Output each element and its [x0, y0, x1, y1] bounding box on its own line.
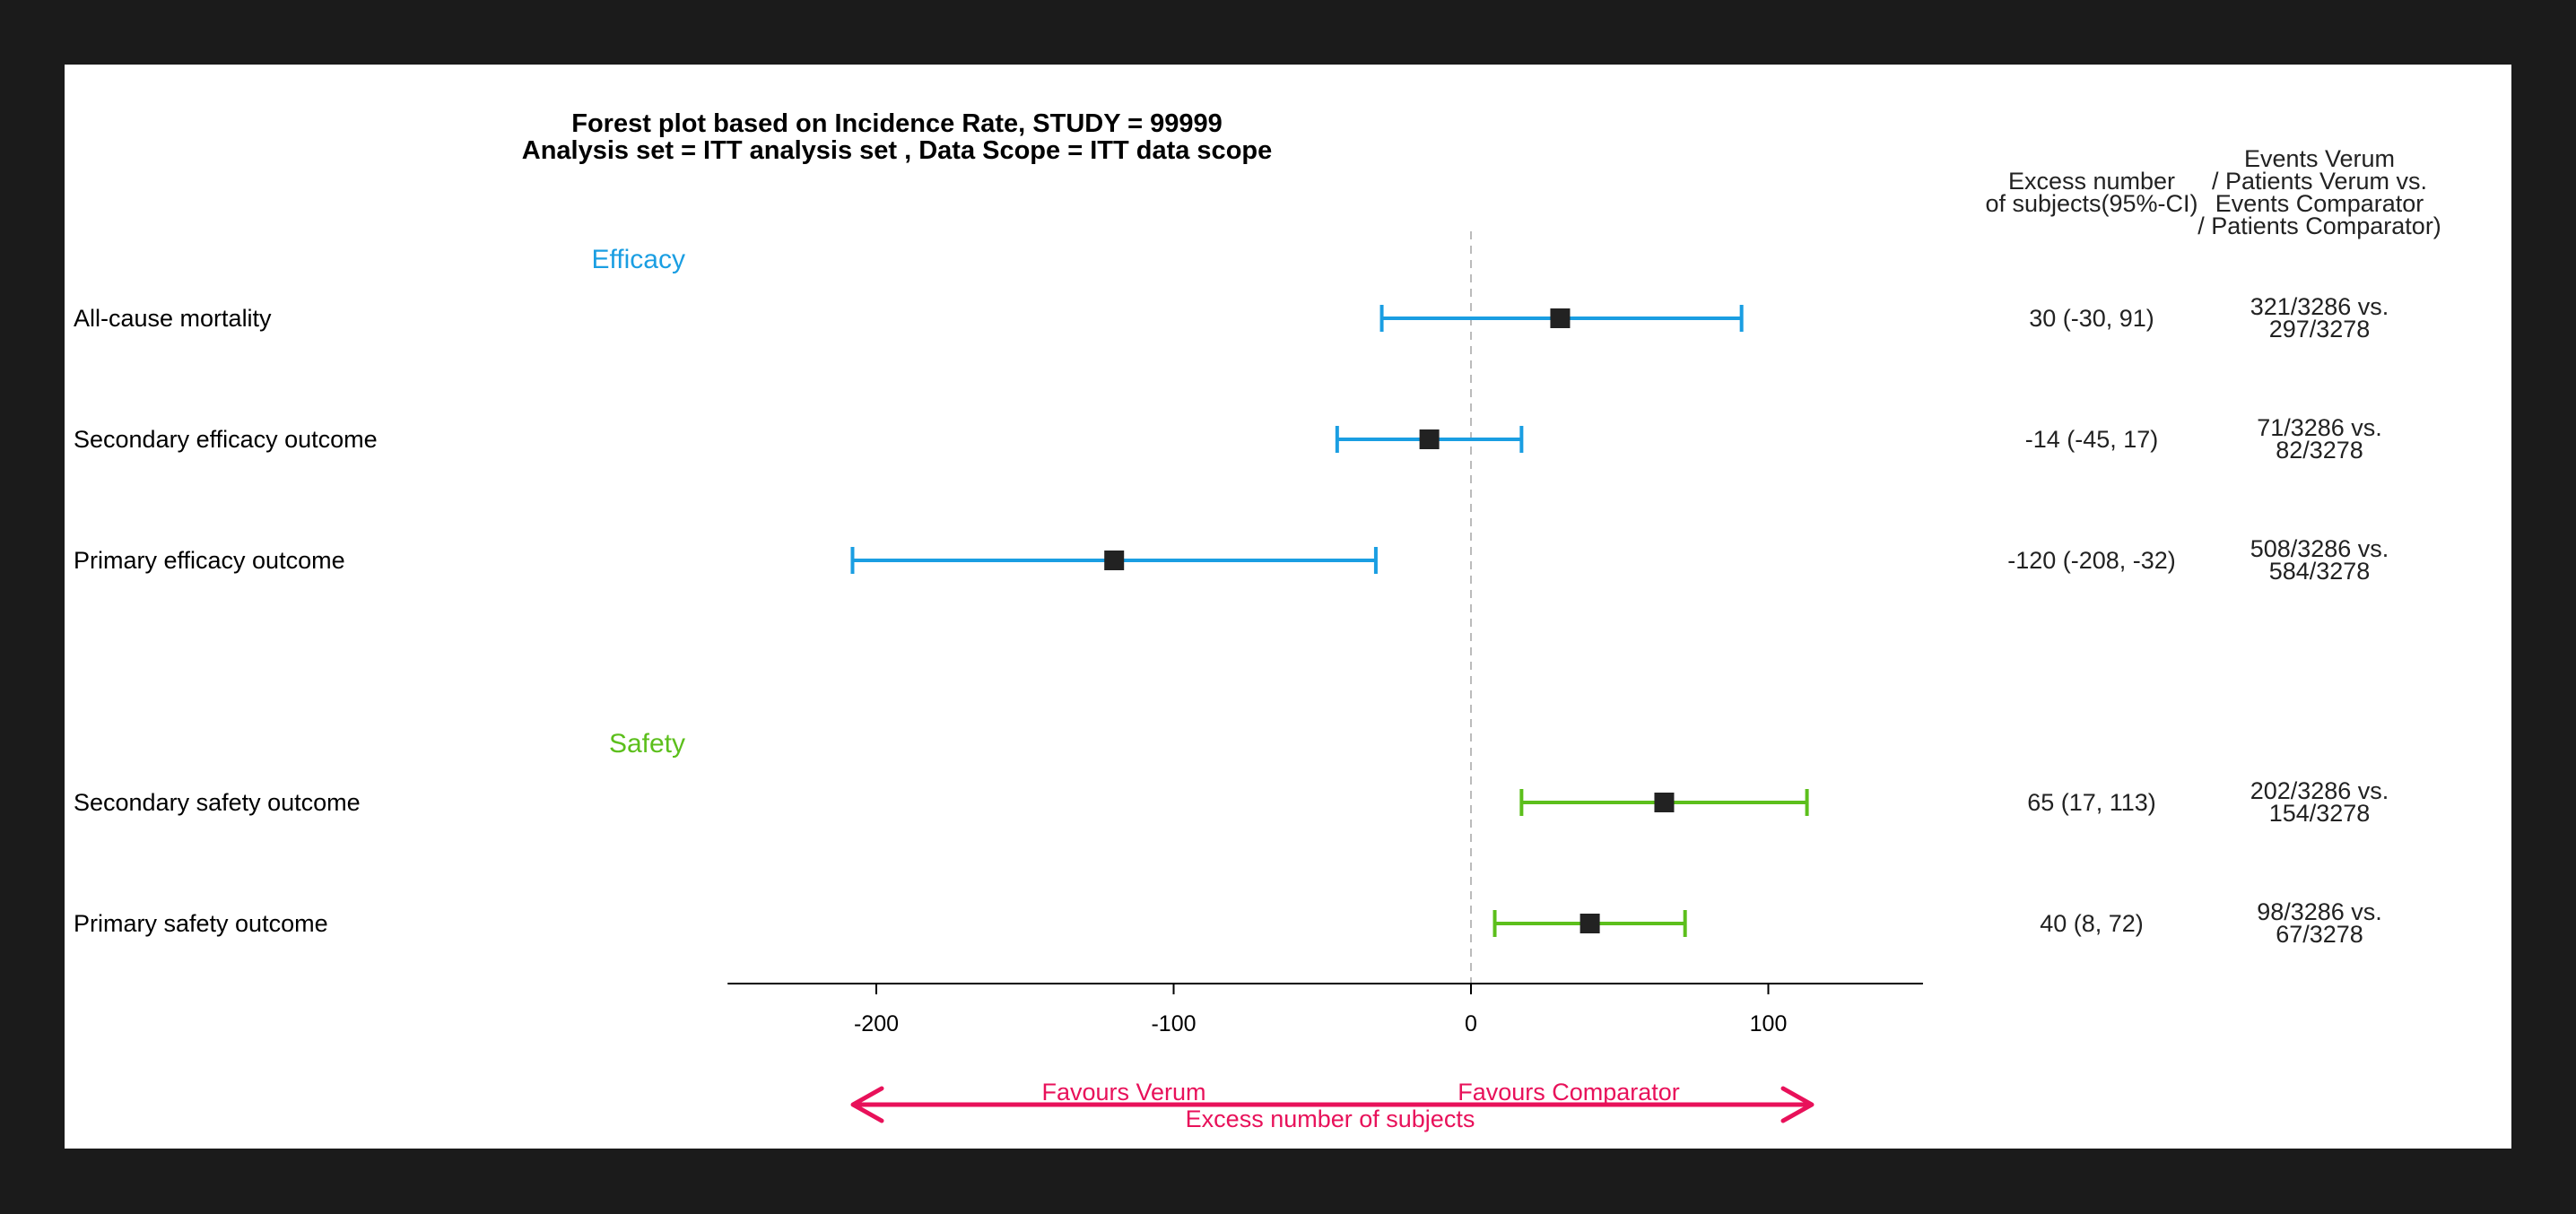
ci-text: 30 (-30, 91): [2029, 305, 2154, 332]
excess-header-line: Excess number: [2008, 168, 2175, 195]
ci-text: -14 (-45, 17): [2025, 426, 2159, 453]
events-text: 154/3278: [2269, 800, 2371, 827]
events-text: 321/3286 vs.: [2250, 293, 2389, 320]
x-axis-title: Excess number of subjects: [1186, 1106, 1475, 1132]
events-header-line: Events Comparator: [2215, 190, 2424, 217]
x-tick-label: 0: [1465, 1011, 1477, 1036]
point-estimate: [1419, 429, 1440, 449]
chart-title: Forest plot based on Incidence Rate, STU…: [571, 109, 1223, 138]
point-estimate: [1580, 914, 1600, 933]
chart-panel: [65, 65, 2511, 1149]
events-text: 297/3278: [2269, 316, 2371, 343]
point-estimate: [1104, 551, 1125, 570]
point-estimate: [1654, 793, 1675, 812]
x-tick-label: 100: [1750, 1011, 1788, 1036]
ci-text: 40 (8, 72): [2040, 910, 2144, 937]
ci-text: 65 (17, 113): [2027, 789, 2156, 816]
x-tick-label: -100: [1151, 1011, 1196, 1036]
events-text: 67/3278: [2276, 921, 2363, 948]
row-label: Primary safety outcome: [74, 910, 328, 937]
events-text: 508/3286 vs.: [2250, 535, 2389, 562]
favours-left-label: Favours Verum: [1041, 1079, 1205, 1106]
point-estimate: [1550, 308, 1571, 328]
events-header-line: / Patients Comparator): [2197, 212, 2441, 239]
events-text: 71/3286 vs.: [2257, 414, 2382, 441]
chart-subtitle: Analysis set = ITT analysis set , Data S…: [522, 136, 1273, 165]
x-tick-label: -200: [854, 1011, 899, 1036]
row-label: Secondary safety outcome: [74, 789, 361, 816]
events-header-line: / Patients Verum vs.: [2212, 168, 2427, 195]
row-label: Primary efficacy outcome: [74, 547, 345, 574]
group-label-efficacy: Efficacy: [592, 245, 686, 274]
events-text: 584/3278: [2269, 558, 2371, 585]
events-text: 202/3286 vs.: [2250, 777, 2389, 804]
ci-text: -120 (-208, -32): [2007, 547, 2176, 574]
events-text: 98/3286 vs.: [2257, 898, 2382, 925]
row-label: All-cause mortality: [74, 305, 272, 332]
group-label-safety: Safety: [609, 729, 685, 759]
favours-arrow-left-head: [850, 1086, 884, 1123]
row-label: Secondary efficacy outcome: [74, 426, 378, 453]
excess-header-line: of subjects(95%-CI): [1985, 190, 2197, 217]
favours-arrow-right-head: [1780, 1086, 1815, 1123]
events-text: 82/3278: [2276, 437, 2363, 464]
events-header-line: Events Verum: [2244, 145, 2395, 172]
favours-right-label: Favours Comparator: [1458, 1079, 1680, 1106]
